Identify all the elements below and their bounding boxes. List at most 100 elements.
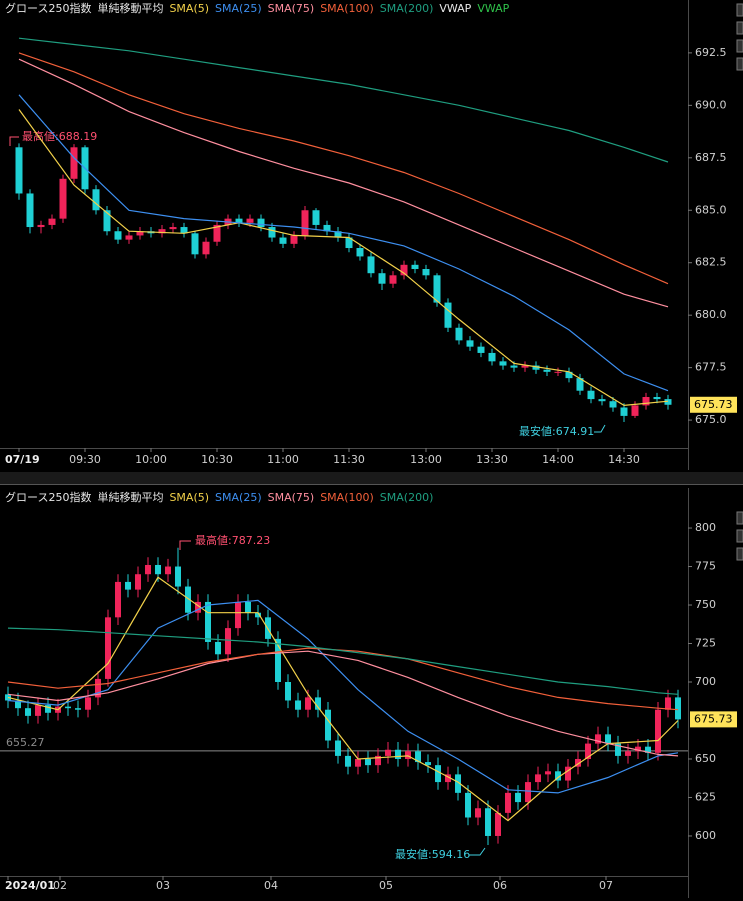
legend-item: SMA(75) bbox=[268, 491, 315, 504]
candle-body bbox=[378, 273, 386, 284]
candle-body bbox=[114, 231, 122, 240]
candle-body bbox=[395, 749, 401, 759]
y-tick-label: 675.0 bbox=[695, 413, 727, 426]
candle-body bbox=[510, 365, 518, 368]
candle-body bbox=[355, 758, 361, 767]
candle-body bbox=[488, 352, 496, 362]
toolbar-button[interactable] bbox=[736, 39, 743, 53]
candle-body bbox=[225, 628, 231, 655]
last-price-label: 675.73 bbox=[694, 398, 733, 411]
candle-body bbox=[285, 682, 291, 701]
legend-item: SMA(75) bbox=[268, 2, 315, 15]
candle-body bbox=[485, 808, 491, 836]
candle-body bbox=[275, 638, 281, 682]
candle-body bbox=[575, 758, 581, 767]
ma-line bbox=[7, 650, 679, 757]
legend-title: グロース250指数 bbox=[5, 490, 91, 504]
toolbar-button[interactable] bbox=[736, 529, 743, 543]
toolbar-button[interactable] bbox=[736, 511, 743, 525]
y-tick-label: 800 bbox=[695, 521, 716, 534]
x-tick-label: 02 bbox=[53, 879, 67, 892]
candle-body bbox=[415, 751, 421, 763]
legend-indicator: 単純移動平均 bbox=[97, 1, 163, 15]
candle-body bbox=[455, 774, 461, 793]
candle-body bbox=[655, 709, 661, 753]
toolbar-button[interactable] bbox=[736, 57, 743, 71]
candle-body bbox=[15, 147, 23, 194]
toolbar-button[interactable] bbox=[736, 547, 743, 561]
candle-body bbox=[525, 782, 531, 803]
candle-body bbox=[26, 193, 34, 228]
legend-item: SMA(5) bbox=[169, 491, 209, 504]
candle-body bbox=[257, 218, 265, 228]
candle-body bbox=[465, 792, 471, 818]
candle-body bbox=[334, 231, 342, 238]
candle-body bbox=[155, 564, 161, 575]
x-tick-label: 13:00 bbox=[410, 453, 442, 466]
candle-body bbox=[301, 210, 309, 236]
candle-body bbox=[545, 771, 551, 775]
candle-body bbox=[565, 766, 571, 781]
candle-body bbox=[268, 227, 276, 238]
candle-body bbox=[175, 566, 181, 587]
candle-body bbox=[620, 407, 628, 416]
x-tick-label: 03 bbox=[156, 879, 170, 892]
candle-body bbox=[180, 227, 188, 234]
x-tick-label: 11:30 bbox=[333, 453, 365, 466]
toolbar-button[interactable] bbox=[736, 3, 743, 17]
x-tick-label: 09:30 bbox=[69, 453, 101, 466]
candle-body bbox=[515, 792, 521, 803]
candle-body bbox=[433, 275, 441, 303]
y-tick-label: 690.0 bbox=[695, 98, 727, 111]
y-tick-label: 750 bbox=[695, 598, 716, 611]
candle-body bbox=[335, 740, 341, 756]
candle-body bbox=[345, 755, 351, 767]
candle-body bbox=[631, 405, 639, 416]
candle-body bbox=[595, 734, 601, 744]
candle-body bbox=[345, 237, 353, 249]
y-tick-label: 687.5 bbox=[695, 151, 727, 164]
ma-line bbox=[7, 599, 679, 794]
candle-body bbox=[205, 601, 211, 642]
legend-item: SMA(5) bbox=[169, 2, 209, 15]
candle-body bbox=[665, 697, 671, 710]
candle-body bbox=[246, 218, 254, 223]
y-tick-label: 650 bbox=[695, 752, 716, 765]
candle-body bbox=[135, 574, 141, 590]
candle-body bbox=[245, 601, 251, 613]
candle-body bbox=[312, 210, 320, 225]
candle-body bbox=[37, 224, 45, 228]
legend-item: VWAP bbox=[439, 2, 471, 15]
candle-body bbox=[565, 371, 573, 379]
candle-body bbox=[499, 361, 507, 366]
toolbar-button[interactable] bbox=[736, 21, 743, 35]
candle-body bbox=[505, 792, 511, 813]
candle-body bbox=[290, 235, 298, 244]
ma-line bbox=[7, 627, 679, 695]
x-tick-label: 06 bbox=[493, 879, 507, 892]
candle-body bbox=[587, 390, 595, 400]
ma-line bbox=[18, 37, 669, 163]
last-price-label: 675.73 bbox=[694, 712, 733, 725]
high-annotation: 最高値:787.23 bbox=[195, 533, 270, 547]
candle-body bbox=[495, 812, 501, 836]
candle-body bbox=[635, 746, 641, 752]
legend-item: VWAP bbox=[477, 2, 509, 15]
candle-body bbox=[305, 697, 311, 710]
candle-body bbox=[65, 706, 71, 709]
candle-body bbox=[75, 708, 81, 710]
candle-body bbox=[555, 771, 561, 781]
y-tick-label: 625 bbox=[695, 790, 716, 803]
candle-body bbox=[444, 302, 452, 328]
candle-body bbox=[675, 697, 681, 720]
candle-body bbox=[185, 586, 191, 613]
candle-body bbox=[609, 401, 617, 408]
x-tick-label: 05 bbox=[379, 879, 393, 892]
candle-body bbox=[576, 378, 584, 391]
candle-body bbox=[455, 327, 463, 341]
candle-body bbox=[115, 581, 121, 618]
candle-body bbox=[615, 743, 621, 756]
annotation-leader bbox=[179, 540, 191, 550]
candle-body bbox=[5, 694, 11, 701]
